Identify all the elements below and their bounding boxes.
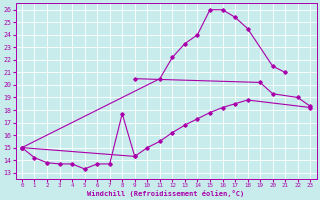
- X-axis label: Windchill (Refroidissement éolien,°C): Windchill (Refroidissement éolien,°C): [87, 190, 245, 197]
